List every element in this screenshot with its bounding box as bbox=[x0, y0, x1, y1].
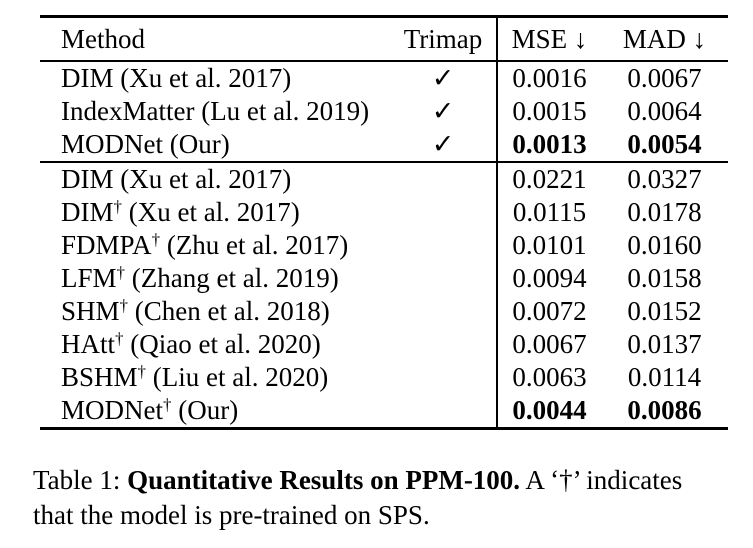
table-row: SHM† (Chen et al. 2018) 0.0072 0.0152 bbox=[40, 295, 728, 328]
method-name: IndexMatter bbox=[61, 96, 195, 126]
method-cell: IndexMatter (Lu et al. 2019) bbox=[40, 95, 390, 128]
dagger-superscript: † bbox=[115, 329, 124, 348]
mse-value: 0.0063 bbox=[496, 361, 601, 394]
method-name: MODNet bbox=[61, 395, 163, 425]
trimap-checkmark bbox=[390, 229, 497, 262]
method-cell: MODNet† (Our) bbox=[40, 394, 390, 429]
method-citation: (Our) bbox=[171, 395, 239, 425]
mse-value: 0.0013 bbox=[496, 128, 601, 162]
mad-value: 0.0064 bbox=[627, 96, 702, 126]
mse-value: 0.0094 bbox=[496, 262, 601, 295]
mse-value: 0.0015 bbox=[496, 95, 601, 128]
method-cell: HAtt† (Qiao et al. 2020) bbox=[40, 328, 390, 361]
table-caption: Table 1: Quantitative Results on PPM-100… bbox=[33, 463, 745, 533]
trimap-checkmark: ✓ bbox=[431, 63, 455, 93]
method-citation: (Chen et al. 2018) bbox=[128, 296, 330, 326]
method-name: LFM bbox=[61, 263, 117, 293]
dagger-superscript: † bbox=[151, 230, 161, 249]
header-row: Method Trimap MSE ↓ MAD ↓ bbox=[40, 16, 728, 61]
method-cell: DIM (Xu et al. 2017) bbox=[40, 61, 390, 95]
method-cell: DIM (Xu et al. 2017) bbox=[40, 162, 390, 196]
dagger-superscript: † bbox=[113, 197, 123, 216]
mse-value: 0.0221 bbox=[496, 162, 601, 196]
trimap-checkmark bbox=[390, 262, 497, 295]
mse-value: 0.0067 bbox=[496, 328, 601, 361]
mad-value: 0.0114 bbox=[627, 362, 702, 392]
results-table: Method Trimap MSE ↓ MAD ↓ DIM (Xu et al.… bbox=[40, 15, 728, 430]
dagger-superscript: † bbox=[163, 395, 172, 414]
method-cell: SHM† (Chen et al. 2018) bbox=[40, 295, 390, 328]
method-name: FDMPA bbox=[61, 230, 152, 260]
mad-value: 0.0137 bbox=[627, 329, 702, 359]
mad-value: 0.0158 bbox=[627, 263, 702, 293]
mad-value: 0.0086 bbox=[627, 395, 702, 425]
method-name: MODNet bbox=[61, 129, 163, 159]
mse-value: 0.0016 bbox=[496, 61, 601, 95]
trimap-checkmark bbox=[390, 196, 497, 229]
mse-value: 0.0115 bbox=[496, 196, 601, 229]
trimap-checkmark bbox=[390, 328, 497, 361]
method-name: DIM bbox=[61, 63, 114, 93]
method-citation: (Xu et al. 2017) bbox=[113, 164, 292, 194]
mad-value: 0.0152 bbox=[627, 296, 702, 326]
trimap-checkmark bbox=[390, 295, 497, 328]
table-row: DIM (Xu et al. 2017) 0.0221 0.0327 bbox=[40, 162, 728, 196]
method-citation: (Liu et al. 2020) bbox=[146, 362, 329, 392]
mse-value: 0.0072 bbox=[496, 295, 601, 328]
caption-text-line2: that the model is pre-trained on SPS. bbox=[33, 500, 430, 530]
method-name: DIM bbox=[61, 197, 114, 227]
method-cell: DIM† (Xu et al. 2017) bbox=[40, 196, 390, 229]
trimap-checkmark: ✓ bbox=[431, 129, 455, 159]
table-row: LFM† (Zhang et al. 2019) 0.0094 0.0158 bbox=[40, 262, 728, 295]
mad-value: 0.0160 bbox=[627, 230, 702, 260]
method-cell: MODNet (Our) bbox=[40, 128, 390, 162]
method-cell: BSHM† (Liu et al. 2020) bbox=[40, 361, 390, 394]
method-citation: (Our) bbox=[163, 129, 230, 159]
column-header-method: Method bbox=[61, 23, 145, 54]
method-citation: (Xu et al. 2017) bbox=[113, 63, 292, 93]
trimap-checkmark: ✓ bbox=[431, 96, 455, 126]
trimap-checkmark bbox=[390, 394, 497, 429]
mse-value: 0.0101 bbox=[496, 229, 601, 262]
dagger-superscript: † bbox=[119, 296, 129, 315]
method-name: DIM bbox=[61, 164, 114, 194]
trimap-checkmark bbox=[390, 361, 497, 394]
method-citation: (Zhu et al. 2017) bbox=[160, 230, 349, 260]
table-row: BSHM† (Liu et al. 2020) 0.0063 0.0114 bbox=[40, 361, 728, 394]
table-row: MODNet† (Our) 0.0044 0.0086 bbox=[40, 394, 728, 429]
column-header-mse: MSE ↓ bbox=[496, 16, 601, 61]
table-row: DIM (Xu et al. 2017) ✓ 0.0016 0.0067 bbox=[40, 61, 728, 95]
method-citation: (Qiao et al. 2020) bbox=[123, 329, 321, 359]
column-header-mad: MAD ↓ bbox=[622, 23, 707, 54]
mse-value: 0.0044 bbox=[496, 394, 601, 429]
table-row: MODNet (Our) ✓ 0.0013 0.0054 bbox=[40, 128, 728, 162]
mad-value: 0.0327 bbox=[627, 164, 702, 194]
method-name: SHM bbox=[61, 296, 120, 326]
method-citation: (Xu et al. 2017) bbox=[122, 197, 300, 227]
caption-prefix: Table 1: bbox=[33, 465, 128, 495]
mad-value: 0.0067 bbox=[627, 63, 702, 93]
method-name: HAtt bbox=[61, 329, 115, 359]
method-cell: FDMPA† (Zhu et al. 2017) bbox=[40, 229, 390, 262]
dagger-superscript: † bbox=[137, 362, 147, 381]
table-row: HAtt† (Qiao et al. 2020) 0.0067 0.0137 bbox=[40, 328, 728, 361]
column-header-trimap: Trimap bbox=[403, 23, 483, 54]
dagger-superscript: † bbox=[116, 263, 126, 282]
caption-title: Quantitative Results on PPM-100. bbox=[127, 465, 521, 495]
table-row: FDMPA† (Zhu et al. 2017) 0.0101 0.0160 bbox=[40, 229, 728, 262]
mad-value: 0.0178 bbox=[627, 197, 702, 227]
table-row: IndexMatter (Lu et al. 2019) ✓ 0.0015 0.… bbox=[40, 95, 728, 128]
method-citation: (Lu et al. 2019) bbox=[194, 96, 370, 126]
method-name: BSHM bbox=[61, 362, 138, 392]
mad-value: 0.0054 bbox=[627, 129, 702, 159]
trimap-checkmark bbox=[390, 162, 497, 196]
table-row: DIM† (Xu et al. 2017) 0.0115 0.0178 bbox=[40, 196, 728, 229]
caption-text: A ‘†’ indicates bbox=[520, 465, 683, 495]
method-citation: (Zhang et al. 2019) bbox=[125, 263, 339, 293]
method-cell: LFM† (Zhang et al. 2019) bbox=[40, 262, 390, 295]
